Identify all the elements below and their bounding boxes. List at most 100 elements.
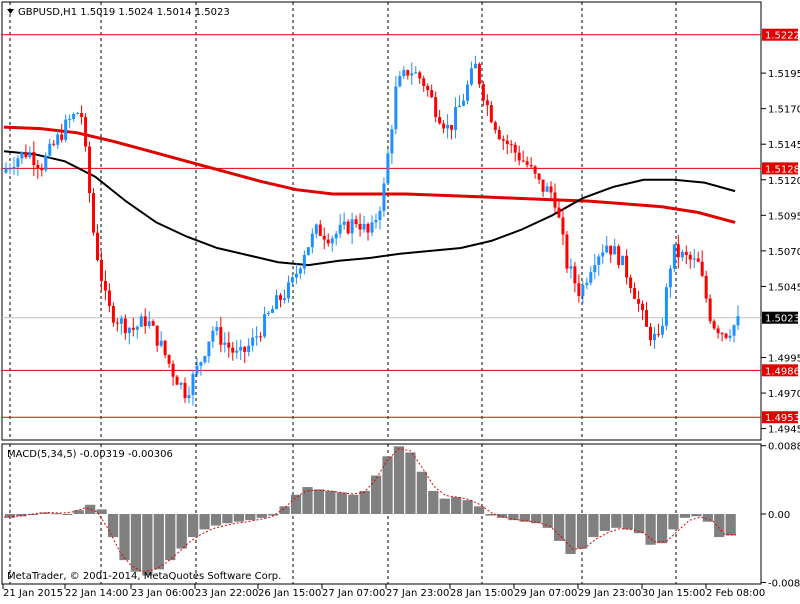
macd-histogram-bar (531, 514, 542, 524)
candle-body (736, 316, 740, 326)
candle-body (119, 318, 123, 324)
macd-histogram-bar (336, 492, 347, 514)
main-chart-frame[interactable] (1, 1, 762, 441)
candle-body (223, 342, 227, 345)
y-tick-label: 1.5045 (768, 282, 800, 293)
candle-body (310, 233, 314, 248)
macd-histogram-bar (439, 498, 450, 514)
macd-histogram-bar (611, 514, 622, 528)
candle-body (549, 186, 553, 193)
candle-body (207, 341, 211, 357)
candle-body (577, 283, 581, 297)
level-tag-label: 1.4953 (765, 413, 800, 424)
x-tick-label: 23 Jan 22:00 (195, 588, 258, 599)
candle-body (489, 105, 493, 123)
candle-body (40, 168, 44, 171)
level-tag (762, 28, 798, 41)
candle-body (20, 152, 24, 159)
candle-body (597, 256, 601, 265)
candle-body (454, 107, 458, 130)
candle-body (633, 287, 637, 299)
macd-histogram-bar (50, 513, 61, 515)
y-tick-label: 1.4970 (768, 389, 800, 400)
macd-histogram-bar (348, 494, 359, 514)
price-axis: 1.5195 1.5170 1.5145 1.5120 1.5095 1.5070 1.50… (761, 69, 800, 589)
candle-body (648, 326, 652, 341)
candle-body (434, 97, 438, 118)
y-tick-label: 1.5170 (768, 105, 800, 116)
y-tick-label: 1.5145 (768, 140, 800, 151)
candle-body (155, 325, 159, 346)
macd-histogram-bar (165, 514, 176, 561)
candle-body (350, 219, 354, 234)
candle-body (402, 70, 406, 77)
candle-body (672, 244, 676, 269)
candle-body (251, 337, 255, 346)
x-tick-label: 27 Jan 07:00 (322, 588, 385, 599)
candle-body (338, 224, 342, 234)
candle-body (712, 321, 716, 329)
candle-body (422, 78, 426, 86)
macd-y-tick-label: 0.00888 (768, 442, 800, 453)
macd-histogram-bar (233, 514, 244, 522)
candle-body (728, 335, 732, 338)
macd-histogram-bar (245, 514, 256, 521)
candle-body (314, 224, 318, 234)
candle-body (60, 134, 64, 140)
candle-body (243, 346, 247, 352)
triangle-down-icon[interactable] (7, 9, 14, 14)
macd-histogram-bar (599, 514, 610, 531)
candle-body (12, 166, 16, 169)
candle-body (211, 330, 215, 342)
macd-histogram-bar (176, 514, 187, 549)
candle-body (656, 333, 660, 335)
candle-body (545, 186, 549, 192)
macd-histogram-bar (313, 489, 325, 514)
candle-body (497, 129, 501, 140)
candle-body (573, 266, 577, 284)
candle-body (637, 298, 641, 304)
candle-body (374, 220, 378, 223)
candle-body (406, 70, 410, 76)
candle-body (342, 221, 346, 225)
candle-body (298, 268, 302, 274)
candle-body (199, 362, 203, 366)
macd-histogram-bar (645, 514, 656, 545)
candle-body (501, 139, 505, 141)
macd-histogram-bar (222, 514, 233, 524)
candle-body (410, 73, 414, 76)
x-tick-label: 22 Jan 14:00 (65, 588, 128, 599)
candle-body (163, 340, 167, 356)
candle-body (609, 245, 613, 255)
candle-body (684, 251, 688, 255)
candle-body (123, 318, 127, 334)
candle-body (32, 151, 36, 165)
candle-body (557, 207, 561, 218)
candle-body (44, 155, 48, 171)
macd-histogram-bar (508, 514, 519, 521)
horizontal-levels[interactable]: 1.5222 1.5128 1.4986 1.4953 1.5023 (2, 28, 800, 425)
candle-body (24, 152, 28, 158)
candle-body (227, 342, 231, 348)
candle-body (167, 355, 171, 364)
candle-body (688, 254, 692, 260)
candle-body (645, 310, 649, 327)
candle-body (613, 246, 617, 255)
candle-body (370, 222, 374, 233)
macd-histogram-bar (622, 514, 633, 530)
candle-body (716, 328, 720, 334)
candle-body (322, 235, 326, 240)
candle-body (589, 272, 593, 283)
candle-body (720, 333, 724, 335)
candle-body (95, 232, 99, 260)
macd-histogram-bar (416, 471, 427, 514)
macd-histogram-bar (142, 514, 153, 576)
candle-body (493, 122, 497, 130)
candle-body (629, 277, 633, 288)
y-tick-label: 1.5120 (768, 176, 800, 187)
macd-histogram-bar (405, 452, 416, 514)
candle-body (259, 336, 263, 338)
candle-body (561, 217, 565, 235)
